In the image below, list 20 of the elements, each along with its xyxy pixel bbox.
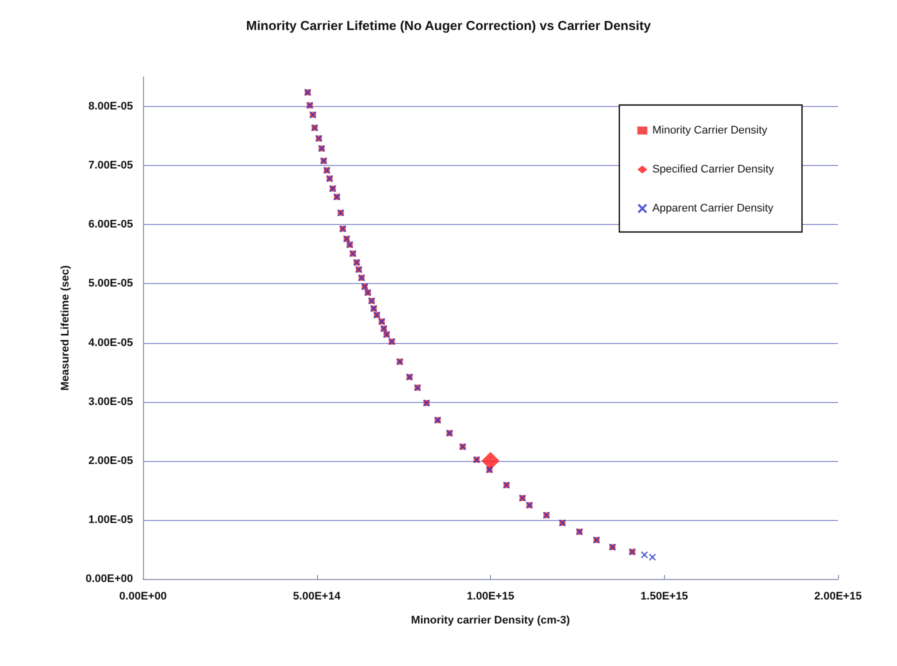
legend-label: Apparent Carrier Density: [652, 202, 774, 214]
y-tick-label: 6.00E-05: [88, 218, 133, 231]
legend-label: Specified Carrier Density: [652, 164, 774, 176]
y-tick-label: 8.00E-05: [88, 100, 133, 113]
x-tick-label: 1.00E+15: [466, 590, 514, 602]
legend-label: Minority Carrier Density: [652, 124, 768, 136]
x-tick-label: 5.00E+14: [293, 590, 342, 602]
y-axis-title: Measured Lifetime (sec): [60, 265, 72, 391]
x-axis-title: Minority carrier Density (cm-3): [411, 614, 570, 626]
x-tick-label: 0.00E+00: [119, 590, 167, 602]
x-tick-label: 2.00E+15: [814, 590, 862, 602]
x-tick-label: 1.50E+15: [640, 590, 688, 602]
y-tick-label: 4.00E-05: [88, 336, 133, 349]
y-tick-label: 0.00E+00: [86, 573, 133, 585]
y-tick-label: 7.00E-05: [88, 160, 133, 172]
chart-title: Minority Carrier Lifetime (No Auger Correction) vs Carrier Density: [246, 18, 652, 33]
y-tick-label: 1.00E-05: [88, 514, 133, 526]
y-tick-label: 3.00E-05: [88, 396, 133, 408]
y-tick-label: 5.00E-05: [88, 278, 133, 290]
y-tick-label: 2.00E-05: [88, 454, 133, 467]
